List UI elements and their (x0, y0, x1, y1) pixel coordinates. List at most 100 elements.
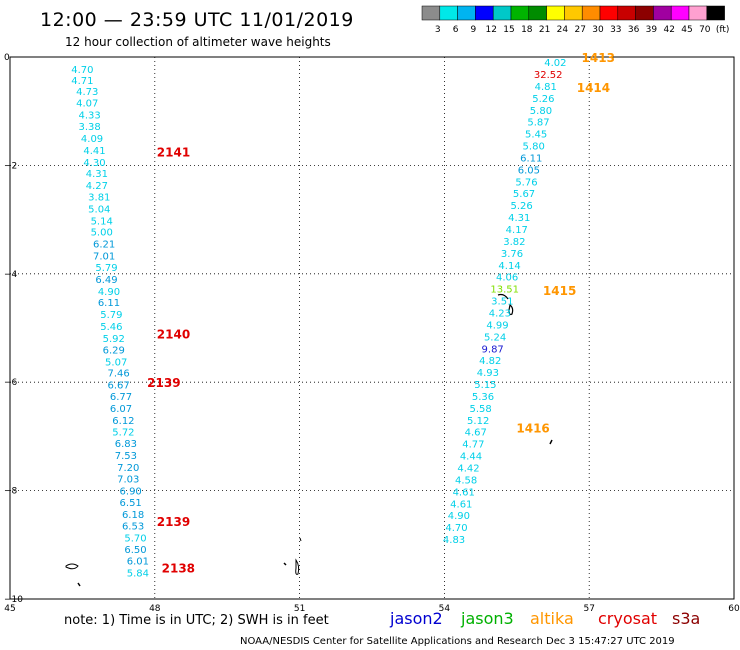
island-outlines (65, 293, 553, 587)
wave-height-value: 6.51 (120, 498, 142, 509)
scale-label: 12 (485, 25, 496, 35)
wave-height-value: 5.92 (103, 334, 125, 345)
wave-height-value: 4.99 (486, 320, 508, 331)
wave-height-value: 5.04 (88, 204, 110, 215)
x-tick-label: 57 (583, 604, 594, 614)
satellite-legend: jason2 jason3 altika cryosat s3a (389, 609, 700, 628)
wave-height-value: 3.76 (501, 249, 523, 260)
wave-height-value: 5.80 (523, 142, 545, 153)
wave-height-value: 7.46 (107, 369, 129, 380)
pass-time-label: 2140 (157, 327, 190, 341)
pass-time-labels: 2141 2140 2139 2139 2138 1413 1414 1415 1416 (147, 51, 615, 576)
wave-height-value: 6.11 (520, 153, 542, 164)
wave-height-value: 9.87 (482, 344, 504, 355)
scale-swatch (599, 5, 619, 21)
scale-label: 42 (663, 25, 674, 35)
wave-height-value: 4.93 (477, 368, 499, 379)
island-outline (295, 537, 302, 575)
wave-height-value: 4.83 (443, 535, 465, 546)
wave-height-value: 3.81 (88, 193, 110, 204)
wave-height-value: 4.31 (508, 213, 530, 224)
scale-swatch (510, 5, 530, 21)
wave-height-value: 3.82 (503, 237, 525, 248)
wave-height-value: 5.67 (513, 189, 535, 200)
plot-border (9, 56, 735, 600)
satellite-legend-entry: cryosat (598, 609, 657, 628)
scale-swatch (492, 5, 512, 21)
island-outline (497, 293, 514, 316)
wave-height-value: 4.23 (489, 308, 511, 319)
wave-height-value: 5.79 (100, 310, 122, 321)
wave-height-value: 5.00 (91, 228, 113, 239)
wave-height-value: 5.26 (510, 201, 532, 212)
wave-height-value: 6.11 (98, 298, 120, 309)
y-tick-label: −2 (4, 161, 17, 171)
wave-height-value: 4.90 (448, 511, 470, 522)
wave-height-value: 5.76 (515, 177, 537, 188)
scale-label: 36 (628, 25, 640, 35)
wave-height-value: 4.07 (76, 99, 98, 110)
wave-height-value: 5.58 (469, 404, 491, 415)
wave-height-value: 4.44 (460, 452, 482, 463)
pass-time-label: 2141 (157, 145, 190, 159)
axis-labels: 45 48 51 54 57 60 0 −2 −4 −6 −8 −10 (4, 53, 740, 614)
wave-height-value: 4.90 (98, 287, 120, 298)
wave-height-value: 4.71 (71, 76, 93, 87)
scale-label: 9 (471, 25, 477, 35)
satellite-legend-entry: s3a (672, 609, 700, 628)
scale-label: 18 (521, 25, 533, 35)
pass-time-label: 2139 (157, 515, 190, 529)
wave-height-value: 3.38 (79, 122, 101, 133)
pass-time-label: 1416 (516, 422, 549, 436)
wave-height-value: 4.70 (71, 65, 93, 76)
wave-height-value: 4.67 (465, 428, 487, 439)
wave-height-value: 4.82 (479, 356, 501, 367)
pass-time-label: 1415 (543, 284, 576, 298)
scale-swatch (653, 5, 672, 21)
wave-height-value: 6.50 (124, 545, 146, 556)
pass-time-label: 1413 (582, 51, 615, 65)
wave-height-value: 6.07 (110, 404, 132, 415)
wave-height-value: 6.83 (115, 439, 137, 450)
wave-height-value: 4.58 (455, 475, 477, 486)
wave-height-value: 4.61 (453, 487, 475, 498)
grid-lines (10, 57, 734, 599)
scale-swatch (421, 5, 441, 21)
wave-height-value: 5.72 (112, 428, 134, 439)
scale-label: 70 (699, 25, 711, 35)
scale-label: 15 (503, 25, 514, 35)
page-subtitle: 12 hour collection of altimeter wave hei… (65, 35, 331, 49)
wave-height-value: 7.20 (117, 463, 139, 474)
scale-swatch (439, 5, 458, 21)
scale-swatch (475, 5, 494, 21)
footer-credit: NOAA/NESDIS Center for Satellite Applica… (240, 636, 675, 647)
y-tick-label: −10 (4, 595, 23, 605)
satellite-legend-entry: jason2 (389, 609, 443, 628)
wave-height-value: 4.41 (83, 146, 105, 157)
pass-time-label: 2139 (147, 376, 180, 390)
scale-label: 39 (646, 25, 658, 35)
wave-height-value: 5.84 (127, 569, 149, 580)
color-scale-legend: 3 6 9 12 15 18 21 24 27 30 33 36 39 42 45 70 (ft) (421, 5, 729, 35)
wave-height-value: 5.15 (474, 380, 496, 391)
wave-height-value: 4.81 (535, 82, 557, 93)
scale-swatch (528, 5, 547, 21)
island-outline (283, 562, 287, 566)
wave-height-value: 6.05 (518, 165, 540, 176)
x-tick-label: 54 (439, 604, 451, 614)
wave-height-value: 4.73 (76, 87, 98, 98)
scale-swatch (546, 5, 565, 21)
wave-height-value: 6.29 (103, 345, 125, 356)
wave-height-value: 6.77 (110, 392, 132, 403)
wave-height-value: 4.42 (457, 464, 479, 475)
wave-height-value: 4.17 (506, 225, 528, 236)
scale-swatch (635, 5, 654, 21)
x-tick-label: 51 (294, 604, 305, 614)
wave-height-value: 6.49 (95, 275, 117, 286)
scale-label: 24 (557, 25, 569, 35)
scale-swatch (581, 5, 601, 21)
y-tick-label: −4 (4, 270, 18, 280)
scale-label: 3 (435, 25, 441, 35)
scale-label: 6 (453, 25, 459, 35)
